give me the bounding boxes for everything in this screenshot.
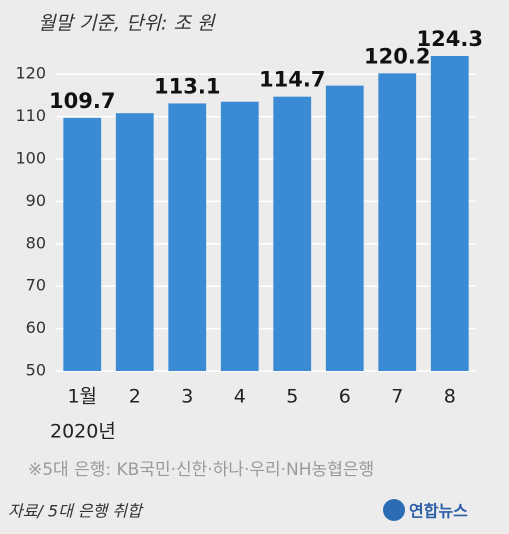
value-label: 114.7 xyxy=(259,68,325,92)
y-tick-label: 110 xyxy=(15,106,46,125)
bar xyxy=(325,85,364,371)
y-tick-label: 50 xyxy=(26,361,46,380)
value-label: 109.7 xyxy=(49,89,115,113)
bar xyxy=(168,103,207,372)
x-tick-label: 6 xyxy=(339,386,351,408)
y-tick-label: 60 xyxy=(26,318,46,337)
footnote: ※5대 은행: KB국민·신한·하나·우리·NH농협은행 xyxy=(28,460,374,480)
bar xyxy=(378,73,417,372)
y-tick-label: 80 xyxy=(26,233,46,252)
source: 자료/ 5대 은행 취합 xyxy=(8,502,144,521)
x-subtitle: 2020년 xyxy=(50,421,116,443)
logo: 연합뉴스 xyxy=(409,502,468,521)
x-tick-label: 2 xyxy=(129,386,141,408)
bar xyxy=(63,117,102,371)
bar xyxy=(430,55,469,372)
x-tick-label: 3 xyxy=(181,386,193,408)
value-label: 113.1 xyxy=(154,74,220,98)
y-tick-label: 100 xyxy=(15,149,46,168)
x-tick-label: 1월 xyxy=(67,386,97,408)
value-label: 120.2 xyxy=(364,44,430,68)
bar xyxy=(115,113,154,371)
y-tick-label: 120 xyxy=(15,64,46,83)
logo-icon xyxy=(383,499,405,521)
value-label: 124.3 xyxy=(417,27,483,51)
x-tick-label: 8 xyxy=(444,386,456,408)
y-tick-label: 90 xyxy=(26,191,46,210)
y-tick-label: 70 xyxy=(26,276,46,295)
x-tick-label: 4 xyxy=(234,386,246,408)
bar xyxy=(220,101,259,371)
chart-title: 월말 기준, 단위: 조 원 xyxy=(38,13,216,35)
bar xyxy=(273,96,312,371)
x-tick-label: 7 xyxy=(391,386,403,408)
x-tick-label: 5 xyxy=(286,386,298,408)
